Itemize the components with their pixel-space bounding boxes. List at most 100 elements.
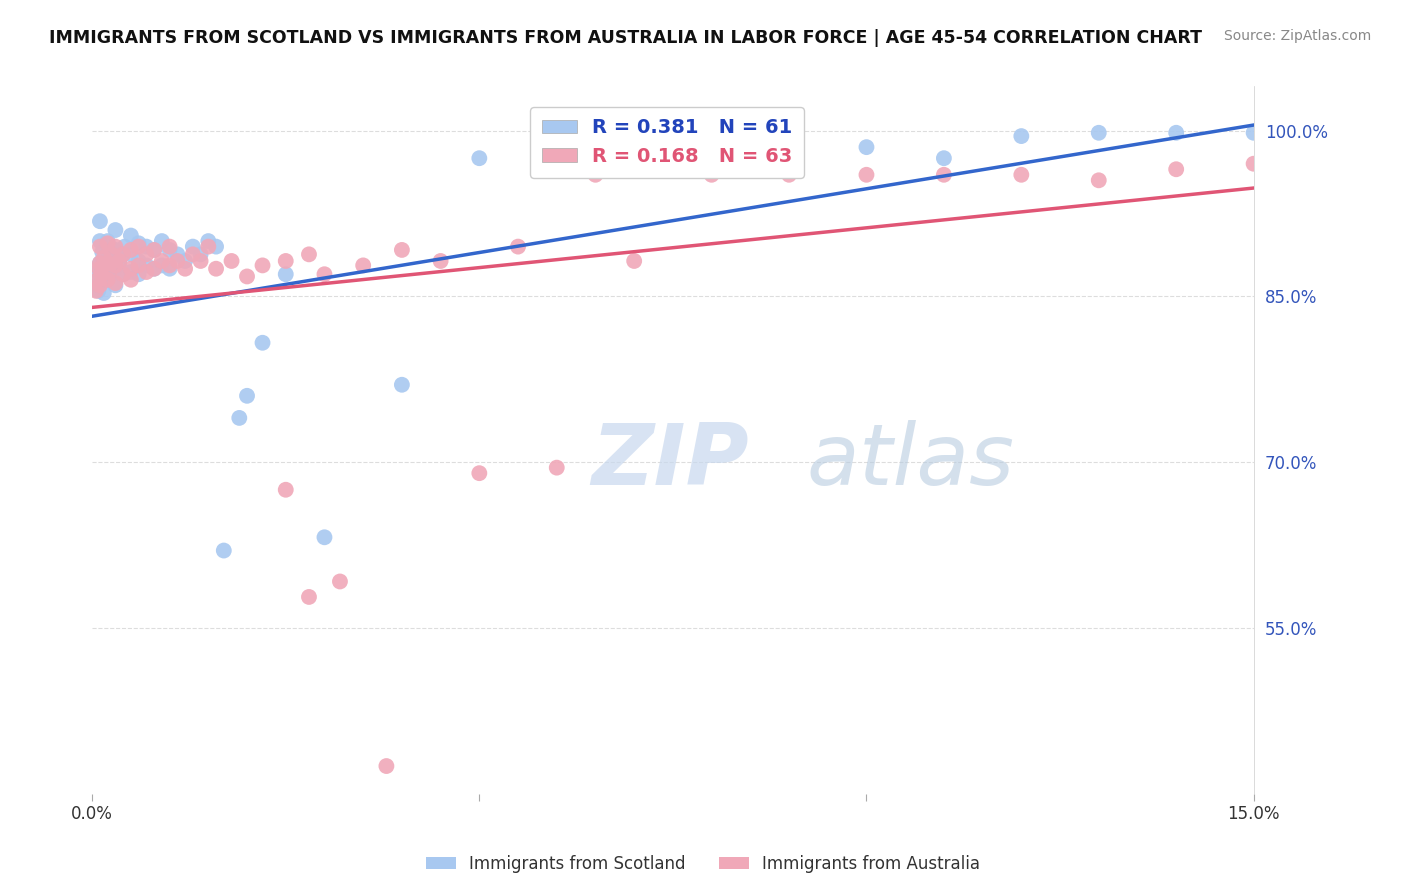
Point [197,239,219,253]
Point [104,276,127,290]
Point [468,466,491,480]
Point [221,254,243,268]
Point [135,259,157,273]
Point [1166,162,1188,177]
Legend: Immigrants from Scotland, Immigrants from Australia: Immigrants from Scotland, Immigrants fro… [419,848,987,880]
Text: Source: ZipAtlas.com: Source: ZipAtlas.com [1223,29,1371,43]
Point [181,239,204,253]
Legend: R = 0.381   N = 61, R = 0.168   N = 63: R = 0.381 N = 61, R = 0.168 N = 63 [530,107,804,178]
Point [104,239,127,253]
Point [546,151,568,165]
Point [104,243,127,257]
Point [128,239,150,253]
Point [120,265,142,279]
Point [1166,126,1188,140]
Point [86,265,108,279]
Text: atlas: atlas [807,420,1015,503]
Point [97,273,120,287]
Point [93,251,115,265]
Point [274,483,297,497]
Point [120,247,142,261]
Point [93,267,115,281]
Point [128,267,150,281]
Point [86,273,108,287]
Point [93,286,115,301]
Point [274,267,297,281]
Point [143,261,166,276]
Point [429,254,451,268]
Point [468,151,491,165]
Point [90,259,112,273]
Text: ZIP: ZIP [592,420,749,503]
Point [120,228,142,243]
Point [128,236,150,251]
Point [1087,126,1109,140]
Point [1010,129,1032,144]
Point [97,256,120,270]
Point [89,234,111,248]
Point [84,284,107,298]
Point [623,254,645,268]
Point [506,239,529,253]
Point [97,236,120,251]
Point [112,247,135,261]
Point [98,267,121,281]
Point [108,256,131,270]
Point [159,239,181,253]
Point [181,247,204,261]
Point [329,574,352,589]
Point [1087,173,1109,187]
Point [623,145,645,160]
Point [89,278,111,293]
Point [391,243,413,257]
Point [1243,126,1265,140]
Point [128,254,150,268]
Point [97,273,120,287]
Point [97,234,120,248]
Point [228,411,250,425]
Point [700,168,723,182]
Point [855,168,877,182]
Point [89,256,111,270]
Point [112,267,135,281]
Point [87,284,110,298]
Point [197,234,219,248]
Point [98,265,121,279]
Point [700,135,723,149]
Point [252,335,274,350]
Point [150,234,173,248]
Point [298,590,321,604]
Point [112,267,135,281]
Point [135,239,157,253]
Point [143,261,166,276]
Point [375,759,398,773]
Point [128,259,150,273]
Point [135,265,157,279]
Point [352,259,374,273]
Point [1243,157,1265,171]
Point [855,140,877,154]
Point [89,239,111,253]
Point [585,168,607,182]
Point [298,247,321,261]
Point [205,239,228,253]
Point [84,278,107,293]
Point [778,135,800,149]
Point [159,243,181,257]
Point [166,254,188,268]
Point [274,254,297,268]
Text: ZIP: ZIP [592,420,749,503]
Point [159,261,181,276]
Point [190,254,212,268]
Point [104,223,127,237]
Point [104,261,127,276]
Point [97,256,120,270]
Point [104,259,127,273]
Point [212,543,235,558]
Point [89,261,111,276]
Point [150,259,173,273]
Point [932,151,955,165]
Point [1010,168,1032,182]
Point [104,278,127,293]
Point [546,460,568,475]
